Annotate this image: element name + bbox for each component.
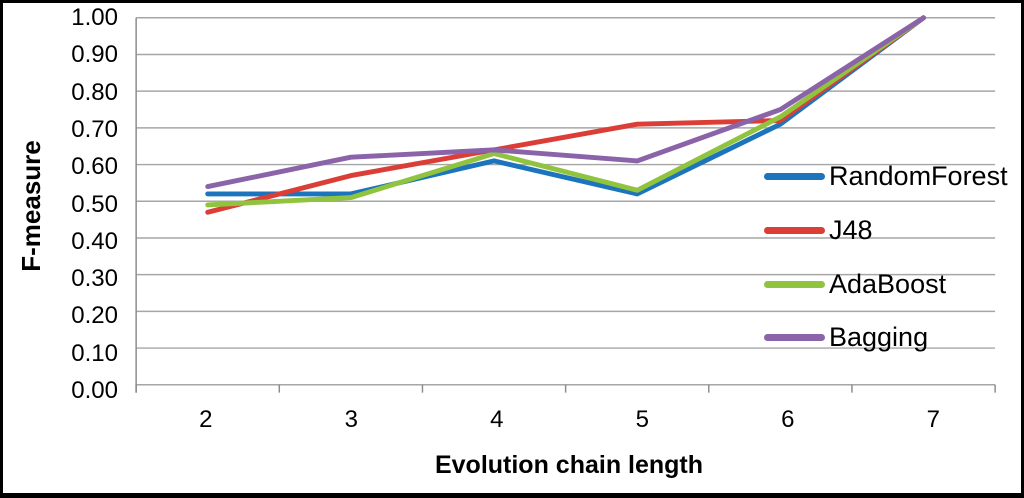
y-tick-label: 0.00 [71, 377, 118, 404]
series-line-j48 [205, 15, 926, 215]
legend-label: Bagging [829, 321, 929, 352]
plot-area [135, 15, 996, 393]
x-axis-title: Evolution chain length [434, 451, 704, 479]
legend-line-swatch [764, 280, 825, 288]
legend-label: J48 [829, 214, 873, 245]
legend-line-swatch [764, 172, 825, 180]
y-axis-title: F-measure [16, 140, 46, 272]
legend-entry-bagging: Bagging [764, 321, 928, 353]
y-tick-label: 0.70 [71, 115, 118, 143]
legend-line-swatch [764, 226, 825, 234]
y-tick-label: 0.90 [71, 41, 118, 69]
y-tick-label: 0.20 [71, 302, 118, 330]
y-tick-label: 0.50 [71, 190, 118, 218]
x-tick-label: 7 [926, 406, 940, 433]
x-tick-label: 3 [344, 406, 358, 433]
x-tick-label: 2 [199, 406, 213, 433]
legend-entry-randomforest: RandomForest [764, 160, 1008, 192]
y-tick-label: 0.40 [71, 227, 118, 255]
legend-entry-j48: J48 [764, 214, 873, 246]
x-tick-label: 6 [781, 406, 795, 433]
legend-entry-adaboost: AdaBoost [764, 268, 946, 300]
y-tick-label: 0.30 [71, 265, 118, 293]
y-tick-label: 1.00 [71, 4, 118, 31]
x-tick-label: 5 [635, 406, 649, 433]
y-tick-label: 0.80 [71, 78, 118, 106]
x-tick-label: 4 [490, 406, 504, 433]
y-tick-label: 0.10 [71, 339, 118, 367]
y-tick-label: 0.60 [71, 153, 118, 181]
series-line-adaboost [205, 15, 926, 208]
legend-label: AdaBoost [829, 268, 947, 299]
series-line-bagging [205, 15, 926, 190]
series-line-randomforest [205, 15, 926, 197]
legend-label: RandomForest [829, 160, 1008, 191]
legend-line-swatch [764, 333, 825, 341]
